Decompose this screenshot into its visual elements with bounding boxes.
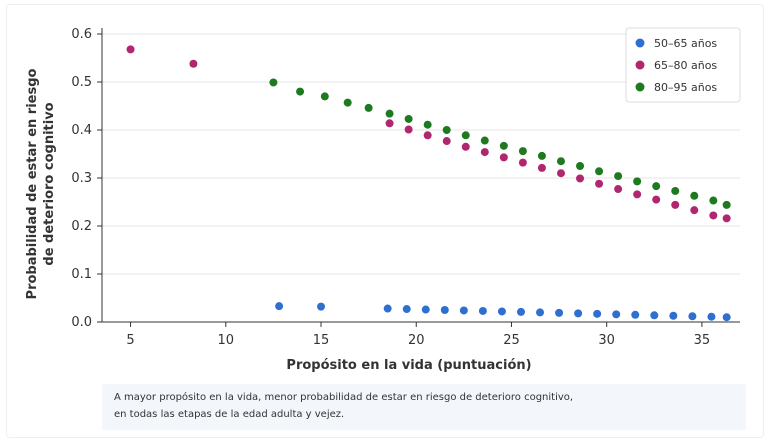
data-point xyxy=(518,158,527,167)
data-point xyxy=(423,131,432,140)
data-point xyxy=(516,307,525,316)
data-point xyxy=(385,119,394,128)
data-point xyxy=(614,185,623,194)
caption-line-2: en todas las etapas de la edad adulta y … xyxy=(114,409,345,420)
data-point xyxy=(440,306,449,314)
legend-marker xyxy=(635,38,645,48)
legend-box xyxy=(625,27,741,103)
data-point xyxy=(404,114,413,123)
data-point xyxy=(633,177,642,186)
data-point xyxy=(497,307,506,316)
data-point xyxy=(593,309,602,318)
data-point xyxy=(631,310,640,319)
data-point xyxy=(536,308,545,317)
data-point xyxy=(576,174,585,183)
y-tick-label: 0.4 xyxy=(71,123,92,138)
data-point xyxy=(423,120,432,129)
x-axis-title: Propósito en la vida (puntuación) xyxy=(286,358,531,373)
caption-line-1: A mayor propósito en la vida, menor prob… xyxy=(114,392,574,403)
data-point xyxy=(690,206,699,215)
data-point xyxy=(537,163,546,172)
data-point xyxy=(614,172,623,181)
data-point xyxy=(317,302,326,311)
data-point xyxy=(459,306,468,315)
data-point xyxy=(296,87,305,96)
data-point xyxy=(722,313,731,322)
data-point xyxy=(383,304,392,313)
legend-marker xyxy=(635,82,645,92)
data-point xyxy=(364,103,373,112)
legend-label: 65–80 años xyxy=(654,59,717,72)
data-point xyxy=(343,98,352,107)
data-point xyxy=(404,125,413,134)
data-point xyxy=(189,59,198,68)
data-point xyxy=(518,147,527,156)
chart-caption: A mayor propósito en la vida, menor prob… xyxy=(102,384,746,430)
data-point xyxy=(442,137,451,146)
y-tick-label: 0.6 xyxy=(71,27,92,42)
data-point xyxy=(707,312,716,321)
data-point xyxy=(478,306,487,315)
data-point xyxy=(499,153,508,162)
data-point xyxy=(669,311,678,320)
data-point xyxy=(275,302,284,311)
data-point xyxy=(480,148,489,157)
data-point xyxy=(537,151,546,160)
x-tick-label: 20 xyxy=(408,333,425,348)
y-tick-label: 0.0 xyxy=(71,315,92,330)
y-tick-label: 0.2 xyxy=(71,219,92,234)
scatter-chart: 0.0 0.1 0.2 0.3 0.4 0.5 0.6 5 10 15 20 25 30 35 Propós… xyxy=(25,27,741,373)
y-tick-label: 0.5 xyxy=(71,75,92,90)
y-axis-title-line-2: de deterioro cognitivo xyxy=(42,102,57,265)
data-point xyxy=(556,157,565,166)
data-point xyxy=(688,312,697,321)
data-points xyxy=(126,45,731,322)
data-point xyxy=(709,196,718,205)
data-point xyxy=(556,169,565,178)
data-point xyxy=(690,191,699,200)
data-point xyxy=(652,195,661,204)
data-point xyxy=(633,190,642,199)
data-point xyxy=(722,200,731,209)
data-point xyxy=(421,305,430,314)
data-point xyxy=(576,162,585,170)
y-tick-label: 0.1 xyxy=(71,267,92,282)
data-point xyxy=(320,92,329,101)
x-tick-label: 35 xyxy=(694,333,711,348)
x-tick-label: 25 xyxy=(503,333,520,348)
x-tick-label: 10 xyxy=(218,333,235,348)
legend: 50–65 años 65–80 años 80–95 años xyxy=(625,27,741,103)
data-point xyxy=(671,200,680,209)
data-point xyxy=(612,310,621,319)
data-point xyxy=(461,131,470,140)
axes: 0.0 0.1 0.2 0.3 0.4 0.5 0.6 5 10 15 20 25 30 35 Propós… xyxy=(25,27,740,373)
y-axis-title-line-1: Probabilidad de estar en riesgo xyxy=(25,68,40,299)
data-point xyxy=(499,141,508,150)
legend-label: 80–95 años xyxy=(654,81,717,94)
data-point xyxy=(671,186,680,195)
data-point xyxy=(595,179,604,188)
data-point xyxy=(650,311,659,320)
data-point xyxy=(461,142,470,151)
data-point xyxy=(269,78,278,87)
data-point xyxy=(722,214,731,223)
data-point xyxy=(442,126,451,134)
x-tick-label: 15 xyxy=(313,333,330,348)
data-point xyxy=(126,45,135,54)
data-point xyxy=(385,109,394,118)
legend-label: 50–65 años xyxy=(654,37,717,50)
data-point xyxy=(574,309,583,318)
data-point xyxy=(555,308,564,317)
x-tick-label: 30 xyxy=(598,333,615,348)
data-point xyxy=(595,167,604,176)
x-tick-label: 5 xyxy=(126,333,134,348)
data-point xyxy=(652,182,661,191)
data-point xyxy=(709,211,718,220)
data-point xyxy=(402,305,411,314)
data-point xyxy=(480,136,489,145)
y-tick-label: 0.3 xyxy=(71,171,92,186)
legend-marker xyxy=(635,60,645,70)
